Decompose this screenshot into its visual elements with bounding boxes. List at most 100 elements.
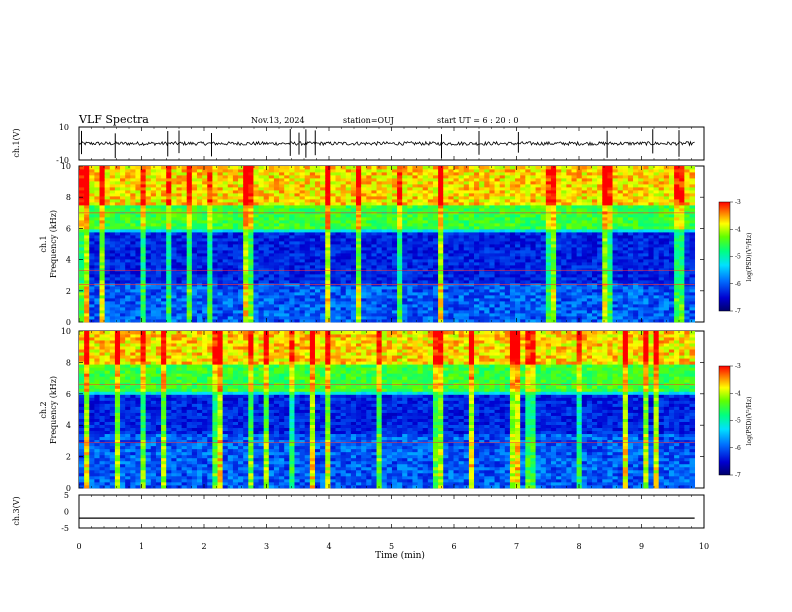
spectrogram-cell bbox=[417, 229, 424, 233]
spectrogram-cell bbox=[391, 316, 398, 320]
spectrogram-cell bbox=[212, 277, 218, 281]
spectrogram-cell bbox=[125, 199, 131, 203]
spectrogram-cell bbox=[530, 262, 536, 266]
spectrogram-cell bbox=[494, 307, 501, 311]
spectrogram-cell bbox=[84, 214, 90, 218]
spectrogram-cell bbox=[191, 247, 198, 251]
spectrogram-cell bbox=[171, 310, 177, 314]
spectrogram-cell bbox=[140, 292, 147, 296]
spectrogram-cell bbox=[263, 232, 270, 236]
spectrogram-cell bbox=[335, 184, 342, 188]
spectrogram-cell bbox=[114, 178, 121, 182]
spectrogram-cell bbox=[120, 280, 126, 284]
spectrogram-cell bbox=[212, 298, 218, 302]
spectrogram-cell bbox=[371, 310, 377, 314]
spectrogram-cell bbox=[515, 184, 521, 188]
spectrogram-cell bbox=[166, 244, 172, 248]
spectrogram-cell bbox=[535, 289, 542, 293]
spectrogram-cell bbox=[196, 208, 203, 212]
spectrogram-cell bbox=[186, 262, 193, 266]
spectrogram-cell bbox=[335, 301, 342, 305]
spectrogram-cell bbox=[330, 217, 336, 221]
spectrogram-cell bbox=[99, 262, 106, 266]
spectrogram-cell bbox=[109, 199, 116, 203]
spectrogram-cell bbox=[376, 280, 383, 284]
spectrogram-cell bbox=[417, 199, 424, 203]
spectrogram-cell bbox=[345, 196, 352, 200]
spectrogram-cell bbox=[402, 307, 408, 311]
spectrogram-cell bbox=[381, 286, 388, 290]
spectrogram-cell bbox=[217, 178, 224, 182]
spectrogram-cell bbox=[299, 220, 306, 224]
spectrogram-cell bbox=[114, 232, 121, 236]
spectrogram-cell bbox=[248, 184, 254, 188]
spectrogram-cell bbox=[299, 277, 306, 281]
spectrogram-cell bbox=[191, 271, 198, 275]
spectrogram-cell bbox=[125, 187, 131, 191]
spectrogram-cell bbox=[356, 319, 362, 323]
spectrogram-cell bbox=[299, 265, 306, 269]
spectrogram-cell bbox=[515, 175, 521, 179]
spectrogram-cell bbox=[186, 298, 193, 302]
spectrogram-cell bbox=[186, 232, 193, 236]
spectrogram-cell bbox=[299, 316, 306, 320]
spectrogram-cell bbox=[125, 295, 131, 299]
spectrogram-cell bbox=[171, 202, 177, 206]
spectrogram-cell bbox=[397, 250, 403, 254]
spectrogram-cell bbox=[468, 223, 475, 227]
spectrogram-cell bbox=[309, 187, 316, 191]
spectrogram-cell bbox=[84, 202, 90, 206]
spectrogram-cell bbox=[463, 307, 470, 311]
spectrogram-cell bbox=[279, 289, 285, 293]
spectrogram-cell bbox=[94, 208, 100, 212]
spectrogram-cell bbox=[417, 277, 424, 281]
spectrogram-cell bbox=[417, 256, 424, 260]
spectrogram-cell bbox=[135, 310, 141, 314]
spectrogram-cell bbox=[120, 286, 126, 290]
spectrogram-cell bbox=[253, 259, 259, 263]
spectrogram-cell bbox=[474, 208, 480, 212]
spectrogram-cell bbox=[140, 304, 147, 308]
spectrogram-cell bbox=[371, 268, 377, 272]
spectrogram-cell bbox=[196, 166, 203, 170]
spectrogram-cell bbox=[356, 190, 362, 194]
spectrogram-cell bbox=[443, 250, 449, 254]
spectrogram-cell bbox=[196, 214, 203, 218]
spectrogram-cell bbox=[120, 202, 126, 206]
spectrogram-cell bbox=[304, 184, 311, 188]
spectrogram-cell bbox=[161, 316, 167, 320]
spectrogram-cell bbox=[330, 259, 336, 263]
spectrogram-cell bbox=[186, 244, 193, 248]
spectrogram-cell bbox=[145, 169, 152, 173]
spectrogram-cell bbox=[356, 304, 362, 308]
spectrogram-cell bbox=[381, 241, 388, 245]
spectrogram-cell bbox=[109, 226, 116, 230]
spectrogram-cell bbox=[145, 199, 152, 203]
spectrogram-cell bbox=[525, 208, 531, 212]
spectrogram-cell bbox=[273, 187, 280, 191]
spectrogram-cell bbox=[340, 298, 347, 302]
spectrogram-cell bbox=[166, 319, 172, 323]
spectrogram-cell bbox=[438, 199, 444, 203]
spectrogram-cell bbox=[202, 247, 208, 251]
spectrogram-cell bbox=[412, 178, 418, 182]
spectrogram-cell bbox=[253, 319, 259, 323]
spectrogram-cell bbox=[515, 193, 521, 197]
spectrogram-cell bbox=[556, 259, 562, 263]
spectrogram-cell bbox=[253, 238, 259, 242]
spectrogram-cell bbox=[345, 310, 352, 314]
spectrogram-cell bbox=[432, 217, 439, 221]
spectrogram-cell bbox=[386, 304, 393, 308]
spectrogram-cell bbox=[155, 253, 162, 257]
spectrogram-cell bbox=[325, 190, 331, 194]
spectrogram-cell bbox=[140, 301, 147, 305]
spectrogram-cell bbox=[125, 166, 131, 170]
spectrogram-cell bbox=[202, 187, 208, 191]
spectrogram-cell bbox=[422, 193, 429, 197]
spectrogram-cell bbox=[525, 187, 531, 191]
spectrogram-cell bbox=[371, 229, 377, 233]
spectrogram-cell bbox=[135, 217, 141, 221]
spectrogram-cell bbox=[489, 235, 495, 239]
spectrogram-cell bbox=[335, 253, 342, 257]
spectrogram-cell bbox=[530, 214, 536, 218]
